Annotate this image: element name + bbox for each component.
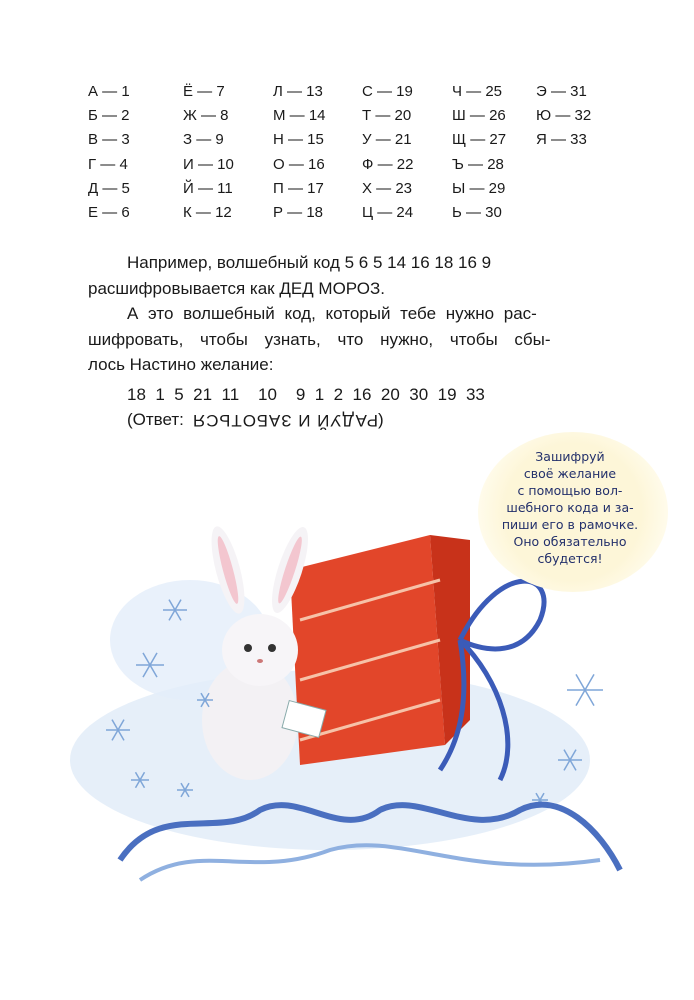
cipher-entry: Ф — 22	[362, 156, 414, 173]
cipher-entry: Ч — 25	[452, 83, 503, 100]
cipher-entry: О — 16	[273, 156, 325, 173]
cipher-entry: Т — 20	[362, 107, 412, 124]
cipher-entry: С — 19	[362, 83, 413, 100]
paragraph-line: шифровать, чтобы узнать, что нужно, чтоб…	[88, 330, 551, 349]
cipher-entry: Е — 6	[88, 204, 130, 221]
snowflake-icon	[558, 749, 582, 771]
cipher-entry: А — 1	[88, 83, 130, 100]
snowflake-icon	[177, 782, 193, 798]
ribbon-bow	[437, 578, 547, 782]
cipher-entry: Р — 18	[273, 204, 324, 221]
paragraph-line: расшифровывается как ДЕД МОРОЗ.	[88, 279, 385, 298]
cipher-entry: Л — 13	[273, 83, 323, 100]
cipher-entry: Ё — 7	[183, 83, 225, 100]
hint-line: Зашифруй	[535, 449, 605, 464]
hint-text: Зашифруй своё желание с помощью вол-шебног…	[490, 448, 650, 567]
cipher-entry: Э — 31	[536, 83, 587, 100]
cipher-entry: В — 3	[88, 131, 130, 148]
paragraph-line: А это волшебный код, который тебе нужно …	[127, 304, 537, 323]
answer-line: (Ответ: РАДУЙ И ЗАБОТЬСЯ)	[127, 410, 384, 430]
cipher-entry: У — 21	[362, 131, 412, 148]
cipher-entry: З — 9	[183, 131, 224, 148]
cipher-entry: Ш — 26	[452, 107, 506, 124]
snowflake-icon	[197, 692, 213, 708]
snowflake-icon	[131, 771, 149, 789]
hint-line: пиши его в рамочке.	[501, 517, 639, 532]
answer-prefix: (Ответ:	[127, 410, 184, 429]
snowflake-icon	[136, 652, 164, 678]
cipher-entry: Я — 33	[536, 131, 587, 148]
cipher-entry: Й — 11	[183, 180, 233, 197]
cipher-entry: Ц — 24	[362, 204, 414, 221]
magic-code: 18 1 5 21 11 10 9 1 2 16 20 30 19 33	[127, 385, 485, 404]
cipher-entry: Б — 2	[88, 107, 130, 124]
paragraph-line: Например, волшебный код 5 6 5 14 16 18 1…	[127, 253, 492, 272]
cipher-entry: М — 14	[273, 107, 326, 124]
cipher-entry: Х — 23	[362, 180, 413, 197]
hint-line: шебного кода и за-	[506, 500, 634, 515]
cipher-entry: Г — 4	[88, 156, 128, 173]
cipher-entry: Н — 15	[273, 131, 324, 148]
hint-line: Оно обязательно	[513, 534, 627, 549]
gift-tag	[281, 699, 327, 739]
cipher-entry: К — 12	[183, 204, 232, 221]
ornament-scroll	[117, 801, 623, 872]
snowflake-icon	[106, 719, 130, 741]
paragraph-line: лось Настино желание:	[88, 355, 274, 374]
hint-line: сбудется!	[537, 551, 603, 566]
cipher-entry: И — 10	[183, 156, 234, 173]
snowflake-icon	[163, 599, 187, 621]
cipher-entry: Ъ — 28	[452, 156, 504, 173]
answer-suffix: )	[377, 410, 384, 429]
cipher-entry: Ж — 8	[183, 107, 229, 124]
hint-bubble	[478, 432, 668, 592]
cipher-entry: Ь — 30	[452, 204, 502, 221]
cipher-entry: П — 17	[273, 180, 324, 197]
snowflake-icon	[567, 674, 603, 706]
bunny	[202, 526, 327, 780]
gift-box	[290, 535, 470, 765]
cipher-entry: Ю — 32	[536, 107, 592, 124]
cipher-entry: Д — 5	[88, 180, 130, 197]
cipher-entry: Щ — 27	[452, 131, 507, 148]
hint-line: с помощью вол-	[517, 483, 623, 498]
cipher-entry: Ы — 29	[452, 180, 506, 197]
hint-line: своё желание	[523, 466, 617, 481]
ornament-scroll	[138, 843, 601, 882]
